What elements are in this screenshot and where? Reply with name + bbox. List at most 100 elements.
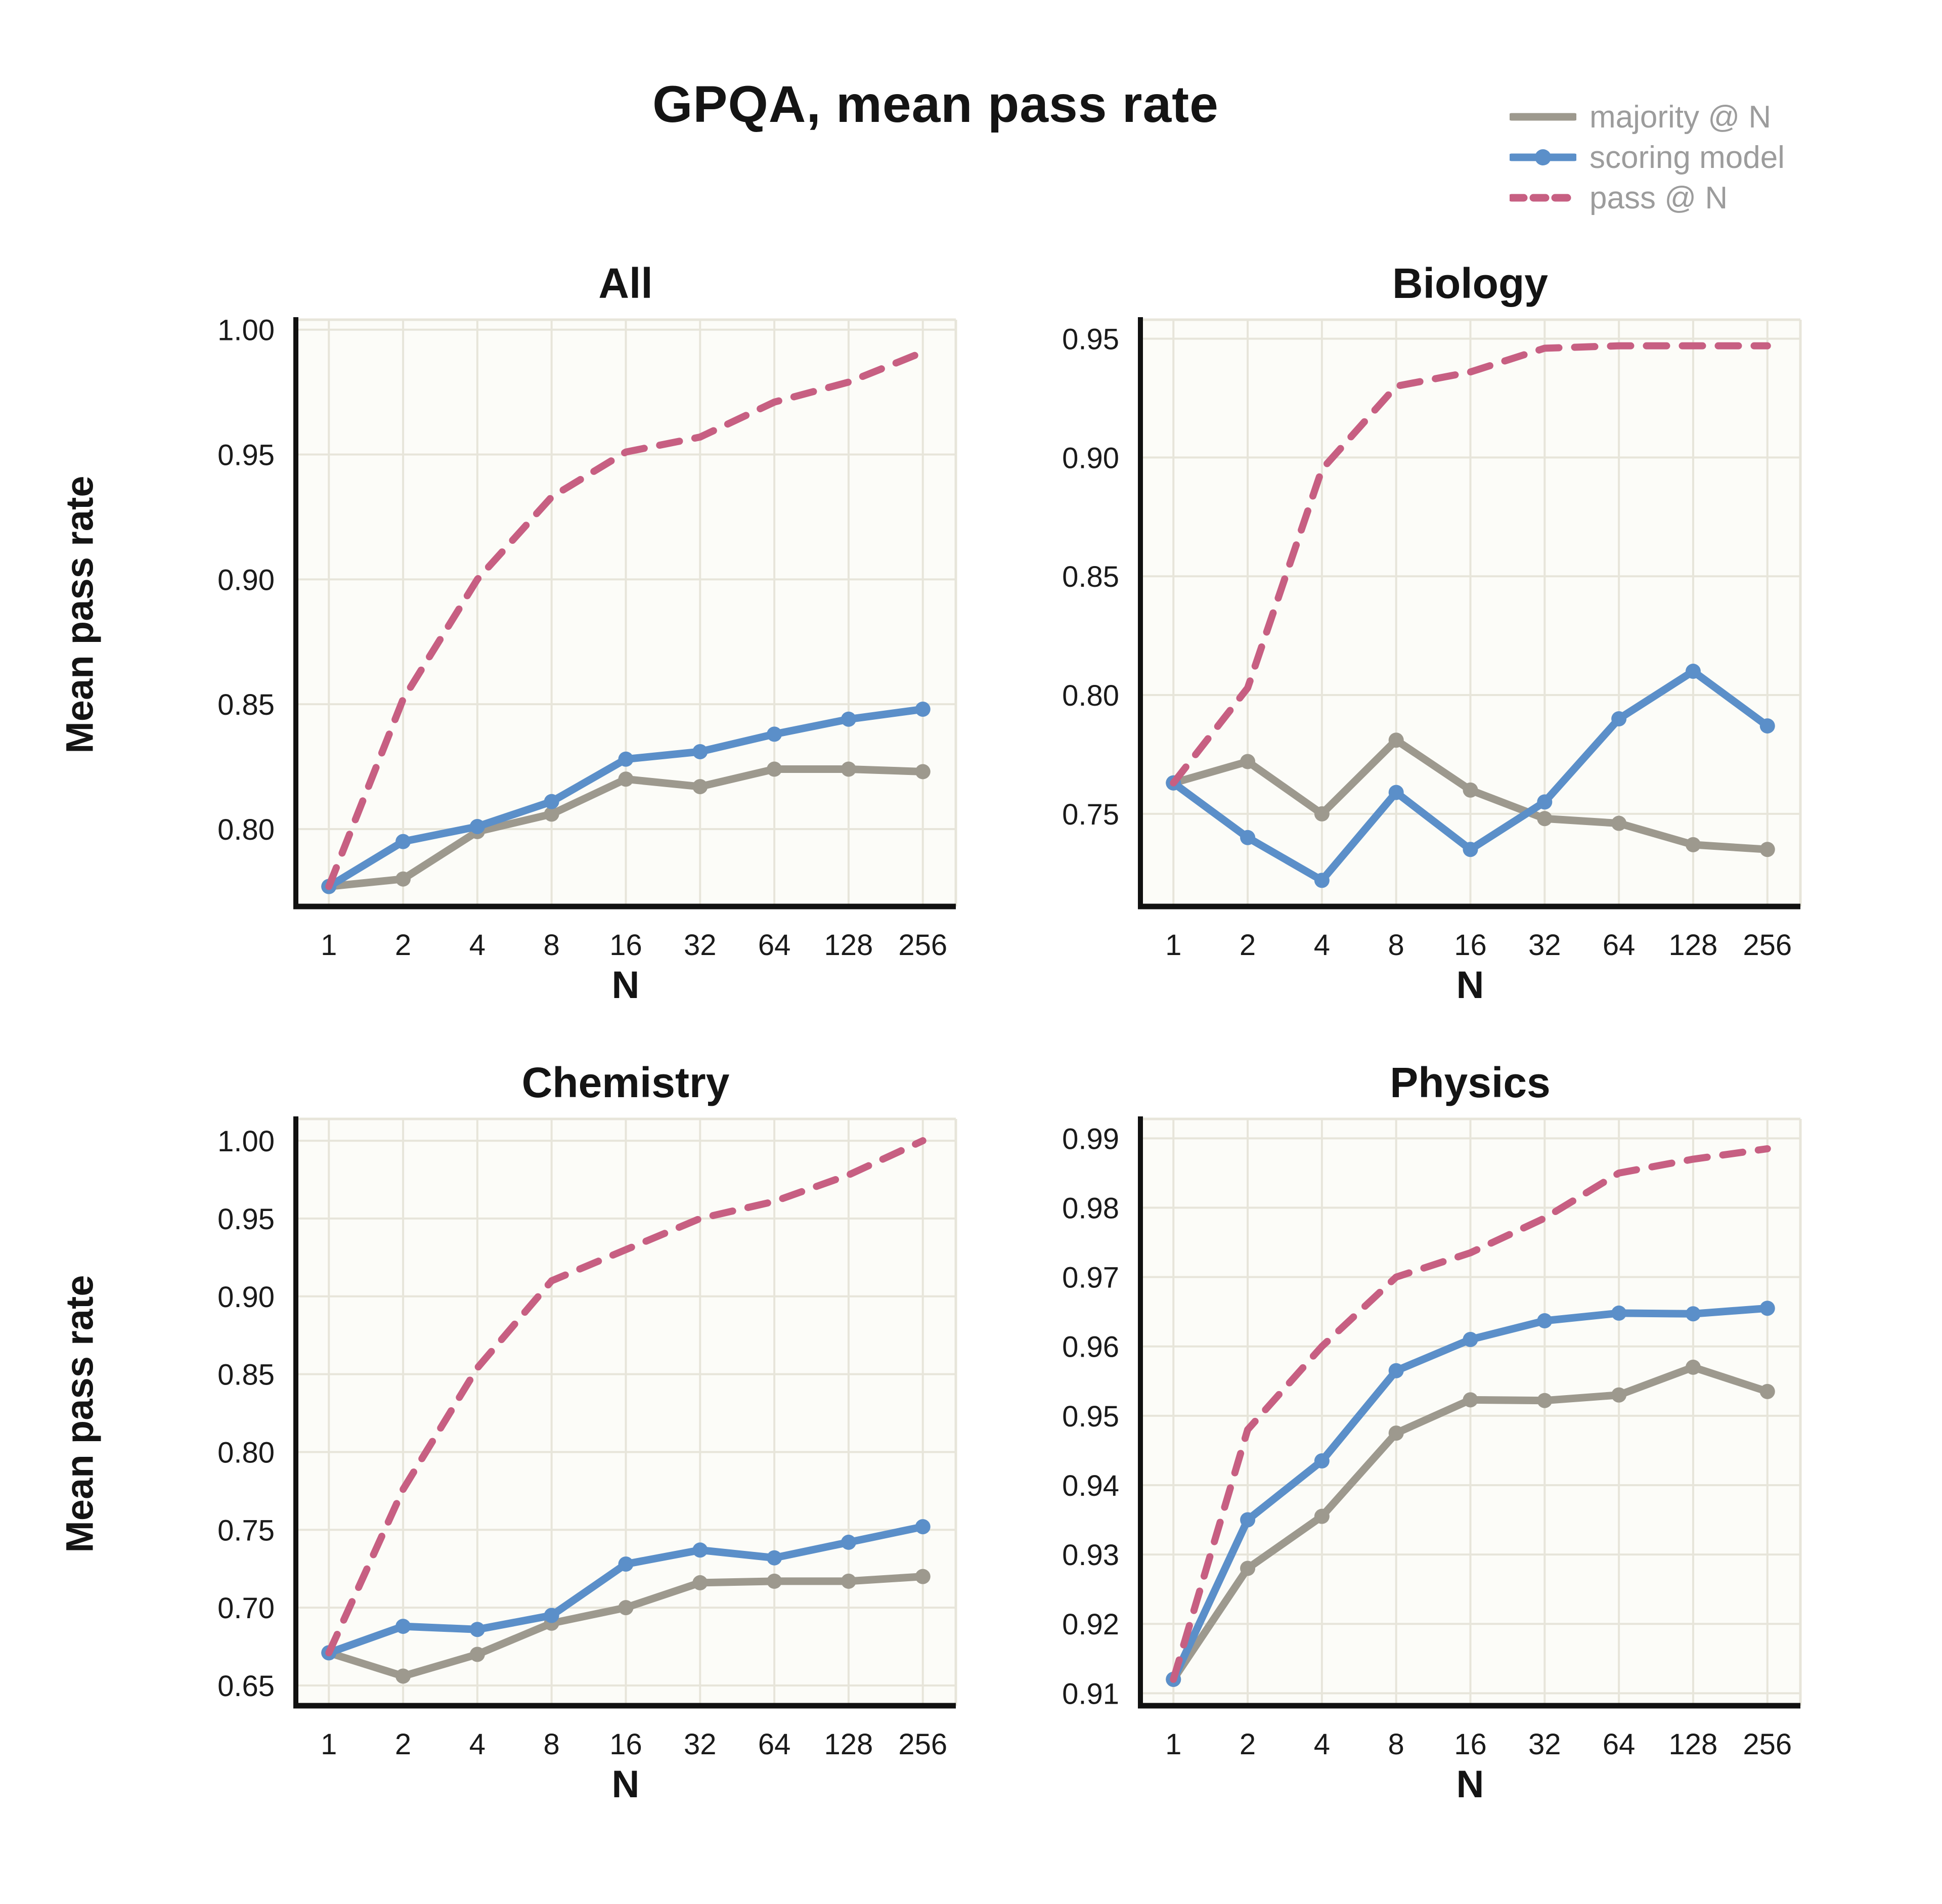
legend-label-pass: pass @ N [1590,180,1728,215]
x-tick-label: 16 [609,1728,642,1761]
series-scoring-model [321,1519,931,1661]
data-point [915,702,931,717]
series-scoring-model [1166,664,1775,888]
y-tick-label: 0.93 [1062,1539,1119,1572]
data-point [469,1622,485,1637]
data-point [1388,732,1404,748]
x-tick-label: 4 [1314,1728,1330,1761]
x-axis-label-all: N [611,964,640,1007]
data-point [915,1569,931,1584]
y-tick-label: 1.00 [217,314,275,347]
x-tick-label: 32 [1528,1728,1561,1761]
data-point [915,764,931,780]
x-tick-label: 64 [758,1728,791,1761]
y-tick-label: 0.80 [217,813,275,846]
data-point [1314,1508,1330,1524]
data-point [1314,1453,1330,1468]
x-tick-label: 2 [1240,1728,1256,1761]
data-point [1463,782,1478,798]
data-point [1240,830,1256,845]
y-tick-label: 0.90 [217,564,275,596]
x-tick-label: 64 [758,929,791,962]
data-point [618,771,634,787]
data-point [1685,664,1701,679]
legend-item-pass: pass @ N [1510,180,1894,215]
x-tick-label: 4 [469,929,486,962]
data-point [1611,711,1627,726]
data-point [1463,842,1478,857]
series-pass-at-n [325,349,926,890]
data-point [395,871,411,887]
y-tick-label: 0.96 [1062,1331,1119,1364]
data-point [1240,1512,1256,1528]
legend-label-scoring-model: scoring model [1590,140,1785,175]
x-tick-label: 256 [898,1728,947,1761]
data-point [395,834,411,849]
data-point [1388,785,1404,800]
data-point [841,761,856,777]
series-pass-at-n [1170,342,1771,787]
series-pass-at-n [1170,1145,1771,1683]
y-tick-label: 0.65 [217,1670,275,1703]
data-point [1685,1306,1701,1322]
x-tick-label: 1 [321,1728,337,1761]
x-tick-label: 16 [1454,929,1487,962]
swatch-dot [1535,149,1551,165]
y-tick-label: 0.85 [217,688,275,721]
series-line [325,349,926,890]
data-point [544,794,559,809]
x-tick-label: 16 [1454,1728,1487,1761]
y-tick-label: 0.94 [1062,1469,1119,1502]
series-majority-at-n [321,1569,931,1684]
data-point [1685,837,1701,852]
series-majority-at-n [1166,732,1775,857]
data-point [915,1519,931,1535]
y-tick-label: 0.85 [217,1359,275,1392]
x-tick-label: 128 [824,1728,873,1761]
data-point [1537,811,1553,827]
data-point [692,744,708,759]
subplot-chemistry: Chemistry 1 2 4 8 16 32 64 128 256 0.65 0.70 0.75 0.… [152,1052,981,1818]
x-tick-label: 16 [609,929,642,962]
data-point [1537,1393,1553,1408]
subplot-title-physics: Physics [1390,1059,1551,1106]
data-point [767,1573,782,1589]
series-pass-at-n [325,1137,926,1657]
chart-physics: 1 2 4 8 16 32 64 128 256 0.91 0.92 0.93 0.94 0.95 0.96… [1062,1116,1802,1761]
data-point [1685,1359,1701,1375]
subplot-biology: Biology 1 2 4 8 16 32 64 128 256 0.75 0.80 0.85 0.90… [996,253,1826,1019]
data-point [395,1619,411,1634]
data-point [1314,806,1330,821]
x-tick-label: 8 [1388,1728,1404,1761]
x-tick-label: 128 [824,929,873,962]
y-tick-label: 1.00 [217,1125,275,1158]
scoring-model-line-swatch-icon [1510,149,1576,165]
data-point [692,1575,708,1590]
data-point [618,1556,634,1572]
data-point [692,1542,708,1558]
subplot-physics: Physics 1 2 4 8 16 32 64 128 256 0.91 0.92 0.93 0.94… [996,1052,1826,1818]
y-tick-label: 0.75 [217,1514,275,1547]
data-point [1759,718,1775,734]
x-tick-label: 4 [1314,929,1330,962]
subplot-all: All 1 2 4 8 16 32 64 128 256 0.80 0.85 0.90 0.95 1.00… [152,253,981,1019]
y-tick-label: 0.95 [217,1203,275,1236]
data-point [1388,1363,1404,1378]
data-point [618,1600,634,1616]
x-tick-label: 128 [1669,1728,1718,1761]
subplot-title-chemistry: Chemistry [521,1059,730,1106]
data-point [1463,1392,1478,1408]
legend-label-majority: majority @ N [1590,99,1772,135]
series-line [1170,342,1771,787]
legend-item-scoring-model: scoring model [1510,140,1894,175]
y-tick-label: 0.75 [1062,798,1119,831]
y-tick-label: 0.90 [1062,442,1119,474]
data-point [618,751,634,767]
y-tick-label: 0.70 [217,1592,275,1625]
data-point [841,711,856,727]
data-point [469,819,485,835]
x-tick-label: 2 [395,1728,411,1761]
data-point [1611,1305,1627,1321]
y-tick-label: 0.95 [1062,323,1119,356]
x-tick-label: 128 [1669,929,1718,962]
